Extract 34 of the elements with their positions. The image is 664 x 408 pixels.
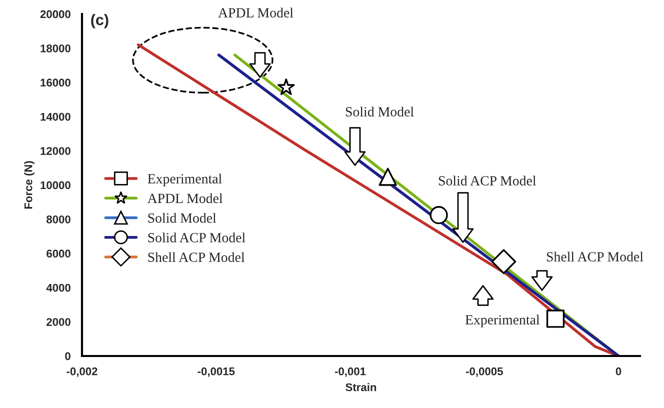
point xyxy=(546,310,565,328)
y-tick-label: 4000 xyxy=(46,284,70,292)
x-axis-title: Strain xyxy=(346,383,376,392)
annotation: Solid Model xyxy=(346,106,414,116)
x-tick-label: -0,0015 xyxy=(198,367,235,377)
x-tick-label: -0,001 xyxy=(334,367,366,377)
y-tick-label: 16000 xyxy=(40,78,70,87)
annotation: APDL Model xyxy=(218,8,294,18)
legend-label: Shell ACP Model xyxy=(148,252,245,262)
y-tick-label: 10000 xyxy=(40,181,70,190)
y-tick-label: 2000 xyxy=(46,318,70,326)
y-tick-label: 12000 xyxy=(40,147,70,155)
legend-label: Experimental xyxy=(148,174,222,186)
point xyxy=(491,249,516,274)
chart-title: (c) xyxy=(91,14,108,28)
legend-label: APDL Model xyxy=(147,193,223,204)
legend-label: Solid ACP Model xyxy=(148,232,246,242)
x-tick-label: -0,002 xyxy=(66,367,98,377)
y-axis-title: Force (N) xyxy=(24,161,34,209)
legend-label: Solid Model xyxy=(148,212,216,223)
point xyxy=(430,206,448,224)
point xyxy=(378,168,397,186)
y-tick-label: 6000 xyxy=(46,250,70,258)
y-tick-label: 20000 xyxy=(40,10,70,18)
y-tick-label: 0 xyxy=(65,352,70,360)
annotation: Shell ACP Model xyxy=(546,252,644,262)
annotation: Solid ACP Model xyxy=(438,176,536,186)
y-tick-label: 14000 xyxy=(40,112,70,121)
x-tick-label: 0 xyxy=(616,367,622,376)
y-tick-label: 18000 xyxy=(40,44,70,52)
y-tick-label: 8000 xyxy=(46,215,70,224)
annotation: Experimental xyxy=(465,314,540,328)
point xyxy=(278,78,295,96)
x-tick-label: -0,0005 xyxy=(466,367,503,377)
